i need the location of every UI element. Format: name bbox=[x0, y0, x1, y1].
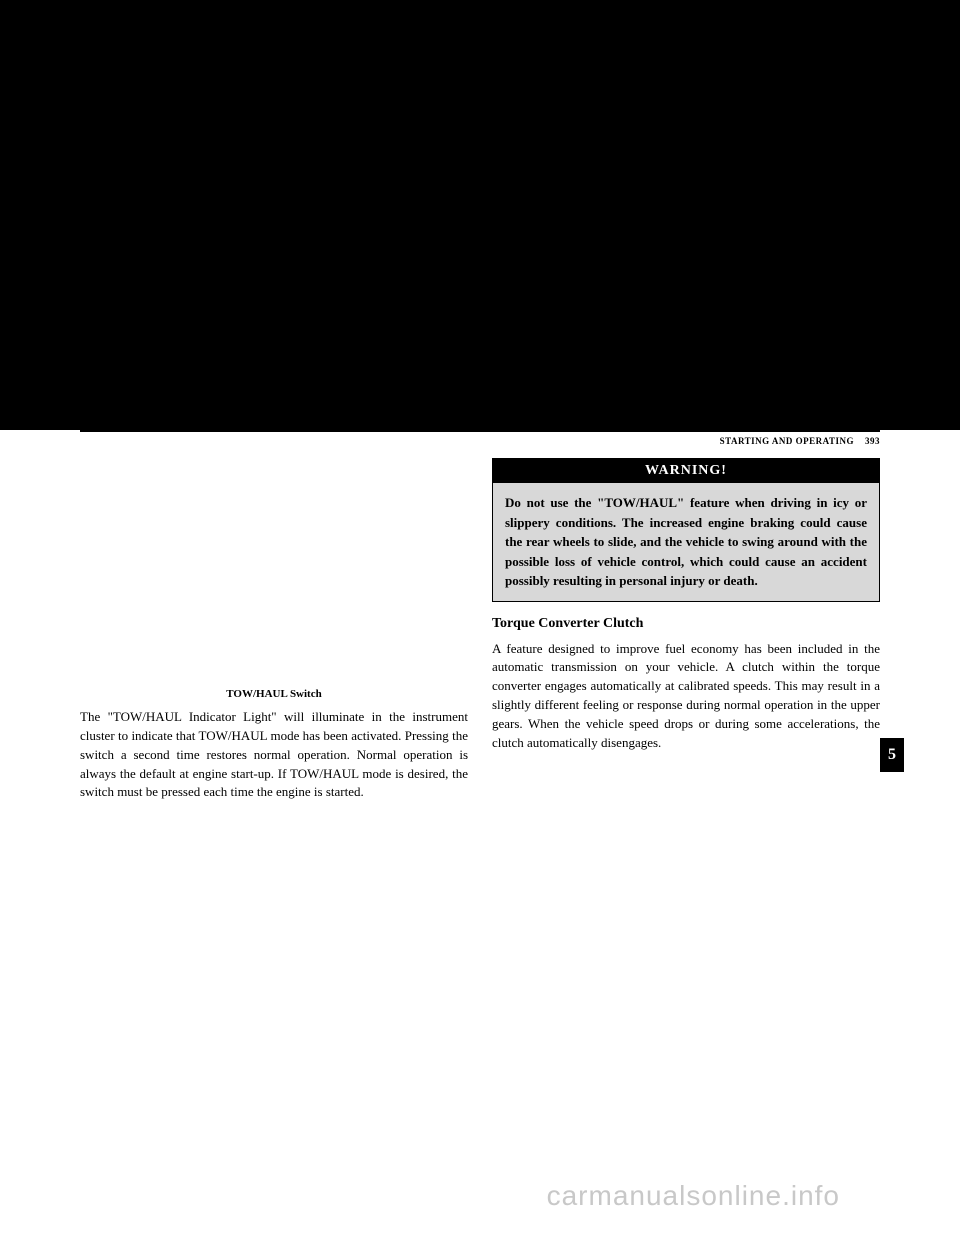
subheading: Torque Converter Clutch bbox=[492, 616, 880, 632]
right-paragraph: A feature designed to improve fuel econo… bbox=[492, 640, 880, 753]
left-paragraph: The "TOW/HAUL Indicator Light" will illu… bbox=[80, 708, 468, 802]
header-bar: STARTING AND OPERATING 393 bbox=[80, 430, 880, 446]
two-column-layout: TOW/HAUL Switch The "TOW/HAUL Indicator … bbox=[80, 458, 880, 802]
page-content: STARTING AND OPERATING 393 TOW/HAUL Swit… bbox=[0, 430, 960, 802]
warning-body: Do not use the "TOW/HAUL" feature when d… bbox=[493, 483, 879, 601]
section-title: STARTING AND OPERATING bbox=[720, 436, 854, 446]
page-number: 393 bbox=[865, 436, 880, 446]
warning-box: WARNING! Do not use the "TOW/HAUL" featu… bbox=[492, 458, 880, 602]
left-column: TOW/HAUL Switch The "TOW/HAUL Indicator … bbox=[80, 458, 468, 802]
tab-number: 5 bbox=[888, 746, 896, 764]
warning-header: WARNING! bbox=[493, 459, 879, 483]
switch-image-placeholder bbox=[80, 458, 468, 688]
right-column: WARNING! Do not use the "TOW/HAUL" featu… bbox=[492, 458, 880, 802]
image-caption: TOW/HAUL Switch bbox=[80, 688, 468, 700]
top-black-region bbox=[0, 0, 960, 430]
section-tab: 5 bbox=[880, 738, 904, 772]
watermark: carmanualsonline.info bbox=[547, 1180, 840, 1212]
